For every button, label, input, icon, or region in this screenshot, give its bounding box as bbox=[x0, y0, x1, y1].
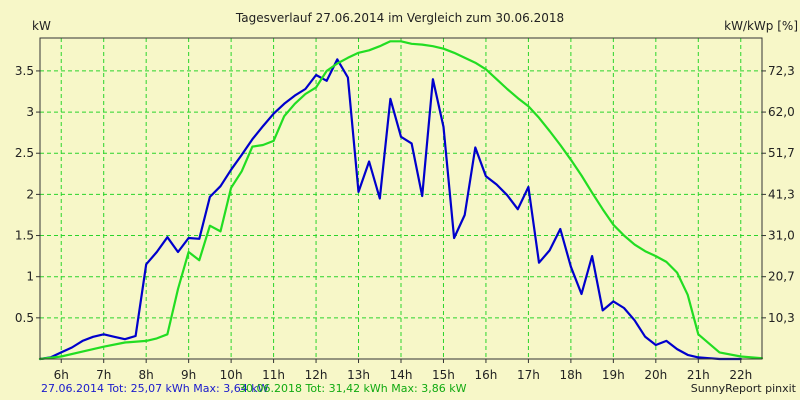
x-tick-label-10: 16h bbox=[475, 368, 498, 382]
series-lines bbox=[38, 40, 764, 361]
x-tick-label-2: 8h bbox=[139, 368, 154, 382]
y-left-tick-label-6: 3.5 bbox=[15, 64, 34, 78]
x-tick-label-16: 22h bbox=[729, 368, 752, 382]
y-right-tick-label-2: 31,0 bbox=[768, 229, 795, 243]
x-tick-label-8: 14h bbox=[390, 368, 413, 382]
x-tick-label-13: 19h bbox=[602, 368, 625, 382]
chart-title: Tagesverlauf 27.06.2014 im Vergleich zum… bbox=[235, 11, 564, 25]
y-right-tick-label-1: 20,7 bbox=[768, 270, 795, 284]
y-left-tick-label-4: 2.5 bbox=[15, 146, 34, 160]
series-line-1 bbox=[38, 40, 764, 361]
footer-stats-2018: 30.06.2018 Tot: 31,42 kWh Max: 3,86 kW bbox=[239, 382, 467, 395]
footer-stats-2014: 27.06.2014 Tot: 25,07 kWh Max: 3,64 kW bbox=[41, 382, 269, 395]
x-tick-label-4: 10h bbox=[220, 368, 243, 382]
series-line-0 bbox=[38, 58, 742, 361]
x-tick-label-9: 15h bbox=[432, 368, 455, 382]
plot-frame bbox=[39, 37, 763, 360]
y-right-tick-label-0: 10,3 bbox=[768, 311, 795, 325]
x-tick-label-15: 21h bbox=[687, 368, 710, 382]
y-right-axis-label: kW/kWp [%] bbox=[724, 19, 798, 33]
x-axis-ticks: 6h 7h 8h 9h 10h 11h 12h 13h 14h 15h 16h 17h 18h 19h 20… bbox=[54, 359, 752, 382]
x-tick-label-11: 17h bbox=[517, 368, 540, 382]
x-tick-label-3: 9h bbox=[181, 368, 196, 382]
x-tick-label-0: 6h bbox=[54, 368, 69, 382]
y-left-tick-label-5: 3 bbox=[26, 105, 34, 119]
grid bbox=[40, 38, 762, 359]
y-left-axis-label: kW bbox=[32, 19, 51, 33]
y-left-tick-label-1: 1 bbox=[26, 270, 34, 284]
x-tick-label-12: 18h bbox=[559, 368, 582, 382]
x-tick-label-14: 20h bbox=[644, 368, 667, 382]
y-right-tick-label-3: 41,3 bbox=[768, 187, 795, 201]
y-right-tick-label-5: 62,0 bbox=[768, 105, 795, 119]
y-left-tick-label-3: 2 bbox=[26, 187, 34, 201]
y-left-tick-label-2: 1.5 bbox=[15, 229, 34, 243]
x-tick-label-7: 13h bbox=[347, 368, 370, 382]
y-left-tick-label-0: 0.5 bbox=[15, 311, 34, 325]
x-tick-label-6: 12h bbox=[305, 368, 328, 382]
y-right-axis-ticks: 10,3 20,7 31,0 41,3 51,7 62,0 72,3 bbox=[762, 64, 795, 325]
y-right-tick-label-6: 72,3 bbox=[768, 64, 795, 78]
x-tick-label-1: 7h bbox=[96, 368, 111, 382]
y-left-axis-ticks: 0.5 1 1.5 2 2.5 3 3.5 bbox=[15, 64, 40, 325]
footer-credit: SunnyReport pinxit bbox=[691, 382, 797, 395]
x-tick-label-5: 11h bbox=[262, 368, 285, 382]
y-right-tick-label-4: 51,7 bbox=[768, 146, 795, 160]
